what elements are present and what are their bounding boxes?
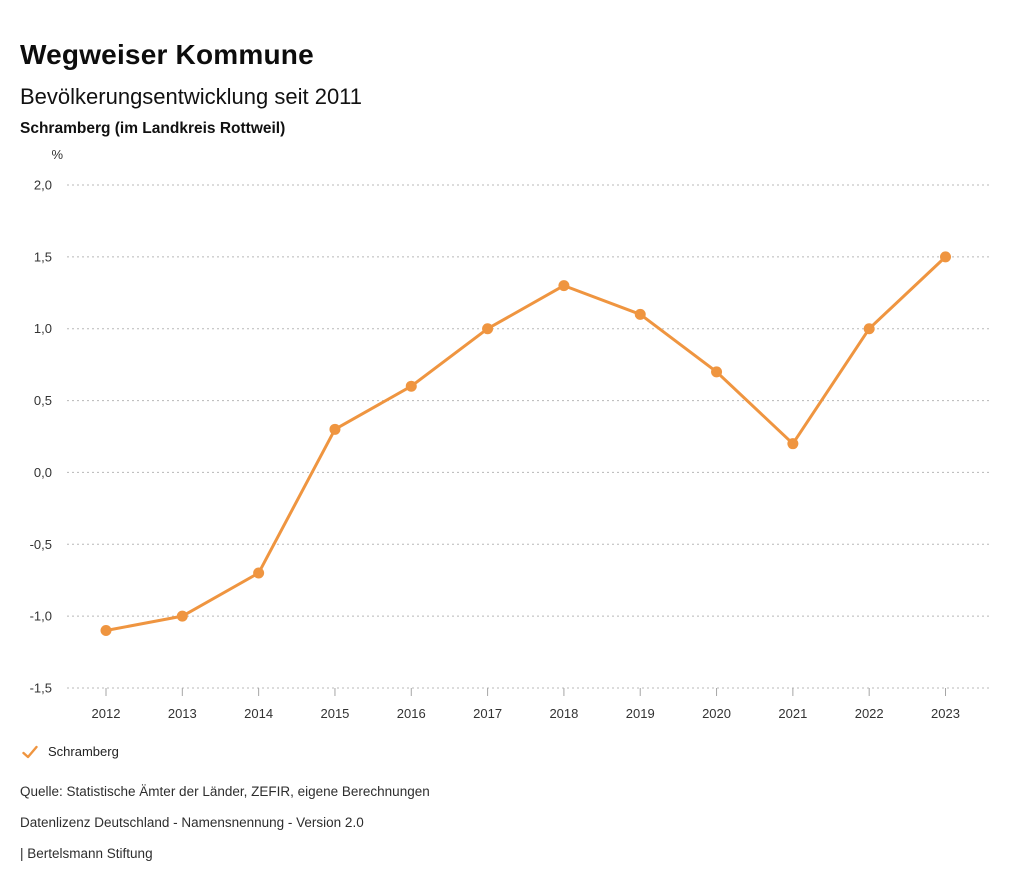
data-point-2020[interactable] (711, 366, 723, 378)
source-text: Quelle: Statistische Ämter der Länder, Z… (20, 784, 430, 799)
page-title: Wegweiser Kommune (20, 38, 314, 70)
data-point-2013[interactable] (176, 610, 188, 622)
y-axis-unit-label: % (51, 147, 63, 162)
attribution-text: | Bertelsmann Stiftung (20, 846, 153, 861)
x-tick-label: 2020 (702, 706, 731, 721)
x-tick-label: 2013 (168, 706, 197, 721)
y-tick-label: -1,0 (30, 609, 52, 624)
license-text: Datenlizenz Deutschland - Namensnennung … (20, 815, 364, 830)
population-development-line-chart: % 2,0 1,5 1,0 0,5 0,0 -0,5 -1,0 -1,5 2012 2013 2014… (30, 147, 990, 721)
x-tick-label: 2019 (626, 706, 655, 721)
y-tick-label: 0,5 (34, 393, 52, 408)
x-tick-label: 2021 (778, 706, 807, 721)
chart-subtitle: Bevölkerungsentwicklung seit 2011 (20, 84, 363, 110)
y-tick-label: 1,0 (34, 321, 52, 336)
data-point-2021[interactable] (787, 438, 799, 450)
data-point-2014[interactable] (253, 567, 265, 579)
x-tick-label: 2014 (244, 706, 273, 721)
data-point-2016[interactable] (405, 380, 417, 392)
data-point-2022[interactable] (863, 323, 875, 335)
data-point-2023[interactable] (940, 251, 951, 263)
y-tick-label: 0,0 (34, 465, 52, 480)
x-tick-label: 2016 (397, 706, 426, 721)
y-tick-label: -0,5 (30, 537, 52, 552)
x-tick-label: 2018 (549, 706, 578, 721)
legend-item-schramberg[interactable]: Schramberg (22, 744, 119, 759)
x-tick-label: 2012 (92, 706, 121, 721)
data-point-2018[interactable] (558, 280, 570, 292)
data-point-2015[interactable] (329, 423, 341, 435)
data-point-2017[interactable] (482, 323, 494, 335)
x-tick-label: 2017 (473, 706, 502, 721)
x-tick-label: 2023 (931, 706, 960, 721)
municipality-title: Schramberg (im Landkreis Rottweil) (20, 119, 286, 137)
check-icon (22, 745, 38, 758)
data-point-2019[interactable] (634, 308, 646, 320)
x-tick-label: 2022 (855, 706, 884, 721)
legend-label: Schramberg (48, 744, 119, 759)
y-tick-label: 1,5 (34, 249, 52, 264)
y-tick-label: 2,0 (34, 178, 52, 193)
y-tick-label: -1,5 (30, 681, 52, 696)
data-point-2012[interactable] (100, 625, 112, 637)
x-tick-label: 2015 (320, 706, 349, 721)
series-line-schramberg (104, 255, 947, 633)
